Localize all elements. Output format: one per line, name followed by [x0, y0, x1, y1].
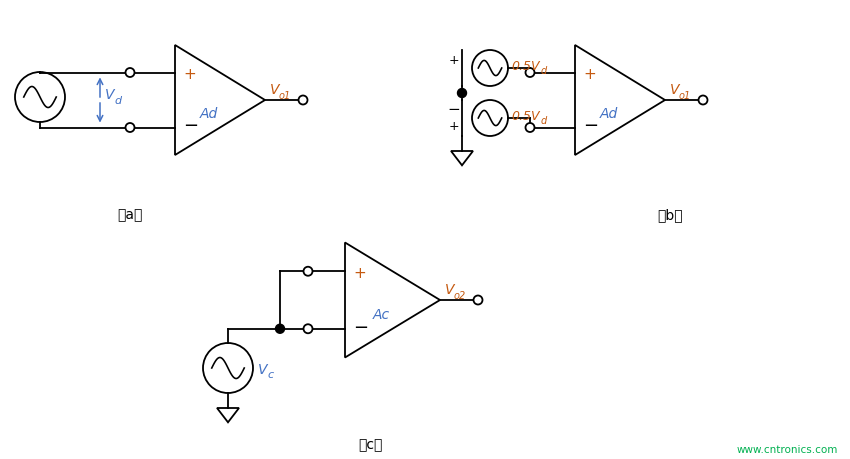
Text: Ad: Ad	[600, 107, 618, 121]
Circle shape	[303, 324, 313, 333]
Text: V: V	[670, 83, 679, 97]
Text: −: −	[448, 102, 461, 118]
Text: Ad: Ad	[200, 107, 218, 121]
Circle shape	[473, 296, 483, 304]
Circle shape	[525, 68, 535, 77]
Text: 0.5V: 0.5V	[511, 110, 540, 123]
Text: V: V	[258, 363, 268, 377]
Circle shape	[699, 95, 707, 105]
Circle shape	[126, 123, 134, 132]
Text: （a）: （a）	[117, 208, 143, 222]
Text: +: +	[449, 54, 459, 67]
Circle shape	[303, 267, 313, 276]
Text: www.cntronics.com: www.cntronics.com	[737, 445, 838, 455]
Text: −: −	[353, 319, 368, 337]
Text: d: d	[541, 66, 547, 76]
Text: o2: o2	[454, 291, 467, 301]
Circle shape	[525, 123, 535, 132]
Text: d: d	[114, 96, 121, 106]
Text: −: −	[183, 118, 198, 135]
Text: c: c	[267, 370, 273, 380]
Text: +: +	[583, 67, 596, 82]
Circle shape	[275, 324, 285, 333]
Circle shape	[126, 68, 134, 77]
Text: +: +	[183, 67, 196, 82]
Text: +: +	[353, 266, 366, 281]
Circle shape	[457, 89, 467, 97]
Text: o1: o1	[279, 91, 292, 101]
Text: 0.5V: 0.5V	[511, 60, 540, 73]
Text: +: +	[449, 119, 459, 133]
Text: −: −	[583, 118, 598, 135]
Circle shape	[298, 95, 308, 105]
Text: V: V	[445, 283, 455, 297]
Text: V: V	[105, 88, 115, 102]
Text: o1: o1	[679, 91, 691, 101]
Text: （b）: （b）	[657, 208, 683, 222]
Text: （c）: （c）	[358, 438, 382, 452]
Text: Ac: Ac	[372, 308, 389, 322]
Text: d: d	[541, 116, 547, 126]
Text: V: V	[270, 83, 280, 97]
